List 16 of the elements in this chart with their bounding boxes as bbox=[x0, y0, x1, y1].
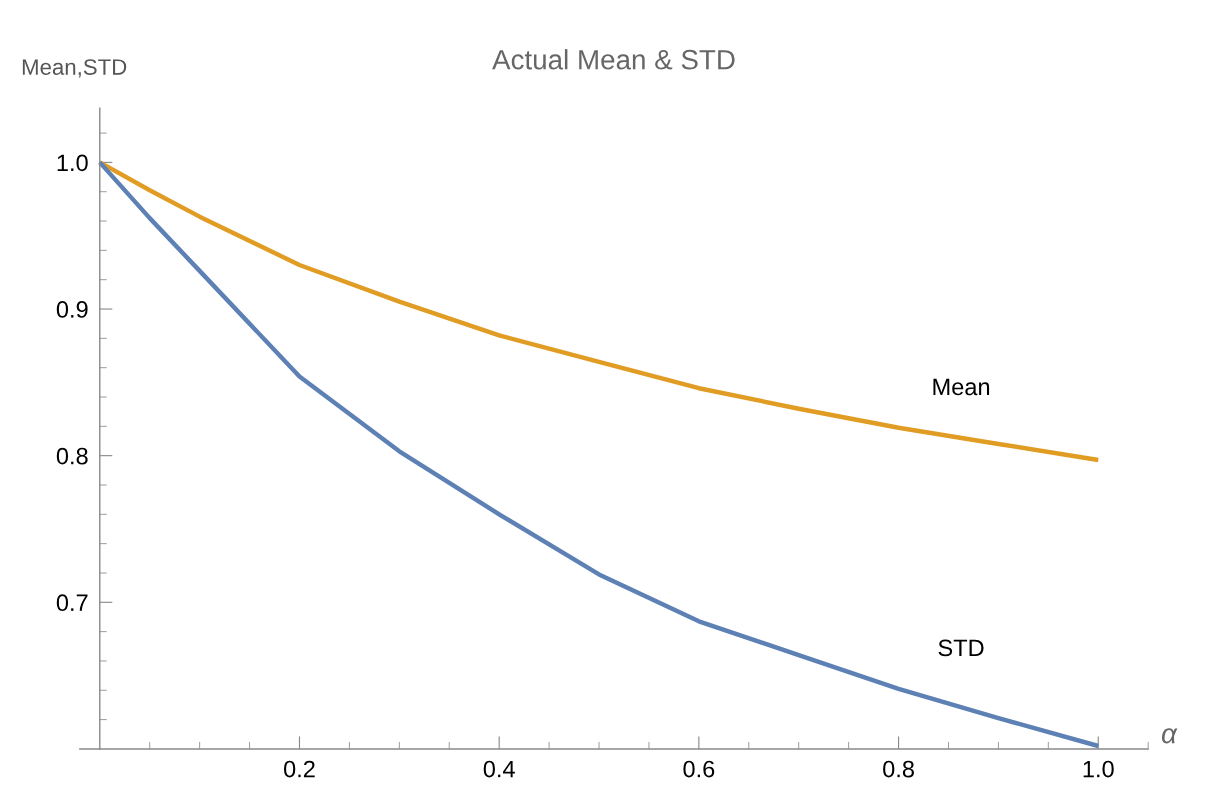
x-axis-title: α bbox=[1161, 728, 1178, 744]
y-tick-label: 1.0 bbox=[57, 154, 88, 172]
x-tick-label: 0.4 bbox=[483, 760, 515, 778]
series-label: STD bbox=[938, 639, 984, 657]
x-tick-label: 0.8 bbox=[883, 760, 914, 778]
y-axis-title: Mean,STD bbox=[22, 59, 127, 78]
x-tick-label: 0.6 bbox=[683, 760, 715, 778]
y-tick-label: 0.7 bbox=[56, 594, 88, 612]
x-tick-label: 0.2 bbox=[284, 760, 315, 778]
y-tick-label: 0.9 bbox=[56, 301, 88, 318]
chart-title: Actual Mean & STD bbox=[492, 49, 735, 70]
line-series bbox=[97, 160, 1101, 463]
y-tick-label: 0.8 bbox=[56, 447, 88, 465]
line-series bbox=[97, 160, 1101, 749]
x-tick-label: 1.0 bbox=[1083, 760, 1114, 778]
series-label: Mean bbox=[933, 378, 990, 396]
